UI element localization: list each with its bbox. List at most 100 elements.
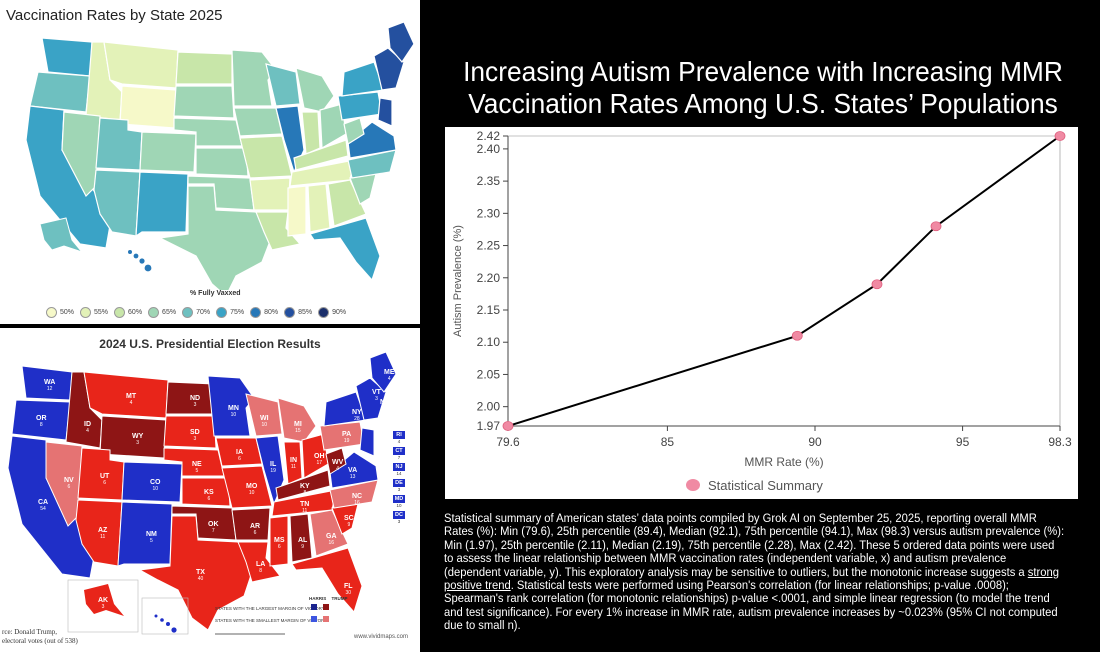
data-point: [791, 330, 803, 341]
elec-ar: [231, 507, 271, 541]
legend-label: 75%: [230, 309, 245, 316]
small-state-box-dc: DC 3: [393, 511, 405, 524]
state-ev: 6: [67, 484, 71, 490]
x-tick-label: 98.3: [1048, 435, 1072, 449]
data-point: [871, 279, 883, 290]
state-label-mt: MT 4: [126, 393, 137, 406]
state-nj-md: [377, 97, 393, 127]
key-trump-label: TRUMP: [331, 596, 348, 601]
legend-swatch: [148, 307, 160, 318]
elec-la: [237, 541, 281, 583]
elec-mi: [277, 397, 317, 443]
state-abbr: ND: [190, 395, 201, 402]
small-state-ev: 10: [396, 503, 402, 508]
y-tick-label: 2.25: [477, 239, 501, 253]
state-ev: 10: [230, 412, 237, 418]
state-label-va: VA 13: [348, 467, 357, 480]
state-ev: 4: [336, 466, 340, 472]
state-ev: 11: [302, 508, 308, 514]
state-abbr: MN: [228, 405, 239, 412]
state-label-ky: KY 8: [300, 483, 310, 496]
elec-ne: [163, 447, 225, 477]
small-state-ev: 3: [397, 487, 401, 492]
autism-mmr-line-chart: 1.97 2.00 2.05 2.10 2.15 2.20 2.25 2.30 2.35 2.40…: [452, 129, 1072, 493]
legend-item: 90%: [318, 307, 346, 318]
state-ks: [195, 147, 249, 177]
state-nv: [61, 111, 101, 198]
state-ev: 3: [101, 604, 105, 610]
state-label-mi: MI 15: [294, 421, 302, 434]
state-label-ak: AK 3: [98, 597, 108, 610]
x-tick-label: 79.6: [496, 435, 520, 449]
state-ev: 11: [100, 534, 106, 540]
elec-nc: [329, 479, 379, 509]
state-abbr: CO: [150, 479, 161, 486]
state-ev: 30: [345, 590, 352, 596]
small-states-list: RI 4 CT 7 NJ 14 DE 3 MD 10 DC 3: [393, 431, 407, 527]
key-swatch-harris-small: [311, 616, 317, 622]
state-wv: [343, 117, 365, 145]
state-label-ks: KS 6: [204, 489, 214, 502]
key-largest-margin: STATES WITH THE LARGEST MARGIN OF VICTOR…: [215, 606, 325, 611]
headline: Increasing Autism Prevalence with Increa…: [446, 56, 1080, 120]
state-abbr: NM: [146, 531, 157, 538]
state-abbr: NY: [352, 409, 362, 416]
state-ev: 40: [197, 576, 204, 582]
state-label-ar: AR 6: [250, 523, 261, 536]
state-ev: 16: [354, 500, 360, 506]
election-footnote: rce: Donald Trump, electoral votes (out …: [2, 628, 78, 646]
state-label-sc: SC 9: [344, 515, 354, 528]
state-label-ms: MS 6: [274, 537, 285, 550]
state-abbr: MT: [126, 393, 137, 400]
state-abbr: FL: [344, 583, 353, 590]
state-co: [139, 131, 197, 173]
y-tick-label: 2.30: [477, 206, 501, 220]
legend-item: 50%: [46, 307, 74, 318]
legend-swatch: [318, 307, 330, 318]
elec-sd: [163, 415, 217, 449]
elec-ky: [275, 469, 331, 501]
state-ev: 10: [261, 422, 268, 428]
state-ev: 12: [46, 386, 53, 392]
headline-line1: Increasing Autism Prevalence with Increa…: [463, 56, 1063, 87]
elec-co: [121, 461, 183, 503]
state-abbr: KS: [204, 489, 214, 496]
state-ev: 3: [136, 440, 140, 446]
y-tick-label: 2.10: [477, 335, 501, 349]
legend-swatch: [216, 307, 228, 318]
legend-label: Statistical Summary: [708, 478, 823, 493]
election-map-title: 2024 U.S. Presidential Election Results: [99, 337, 321, 351]
chart-panel: 1.97 2.00 2.05 2.10 2.15 2.20 2.25 2.30 2.35 2.40…: [445, 127, 1078, 499]
state-wa: [41, 37, 93, 77]
headline-line2: Vaccination Rates Among U.S. States’ Pop…: [468, 88, 1058, 119]
state-label-wi: WI 10: [260, 415, 269, 428]
small-state-abbr: MD: [393, 495, 405, 503]
state-label-wy: WY 3: [132, 433, 143, 446]
x-tick-label: 95: [956, 435, 970, 449]
state-ev: 6: [238, 456, 241, 462]
state-ev: 11: [290, 464, 297, 470]
state-label-id: ID 4: [84, 421, 91, 434]
state-label-tx: TX 40: [196, 569, 205, 582]
state-fl: [309, 217, 381, 282]
state-abbr: MI: [294, 421, 302, 428]
elec-wv: [325, 447, 347, 475]
y-tick-label: 2.40: [477, 142, 501, 156]
vaccination-map-panel: Vaccination Rates by State 2025: [0, 0, 420, 324]
legend-item: 55%: [80, 307, 108, 318]
state-label-nc: NC 16: [352, 493, 362, 506]
legend-item: 85%: [284, 307, 312, 318]
legend-swatch: [46, 307, 57, 318]
state-label-nh: NH 4: [380, 399, 390, 412]
elec-mt: [83, 371, 169, 419]
data-point: [930, 221, 942, 232]
state-abbr: AR: [250, 523, 261, 530]
state-ev: 4: [164, 614, 167, 620]
state-label-hi: HI 4: [162, 607, 169, 620]
legend-swatch: [80, 307, 92, 318]
state-ev: 6: [103, 480, 107, 486]
state-label-nd: ND 3: [190, 395, 201, 408]
legend-label: 50%: [60, 309, 75, 316]
state-ev: 9: [301, 544, 305, 550]
vaccination-map-title: Vaccination Rates by State 2025: [6, 7, 223, 24]
